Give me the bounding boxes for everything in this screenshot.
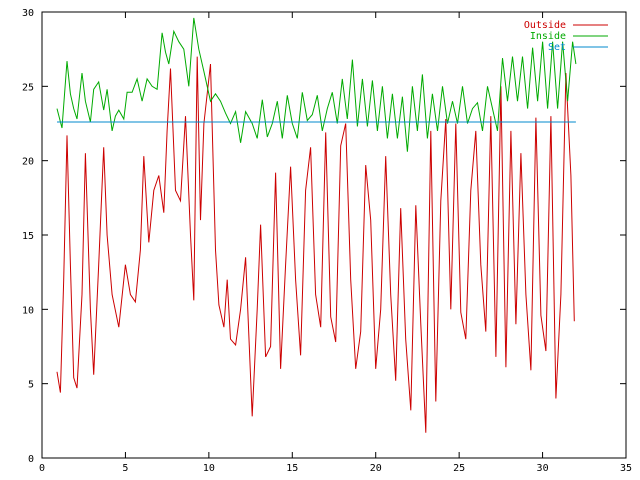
- y-tick-label: 30: [22, 8, 34, 19]
- series-line-inside: [56, 17, 577, 152]
- x-tick-label: 30: [537, 463, 549, 474]
- series-layer: [56, 17, 577, 433]
- legend-label-outside: Outside: [524, 20, 566, 31]
- x-tick-label: 35: [620, 463, 632, 474]
- x-tick-label: 0: [39, 463, 45, 474]
- y-tick-label: 15: [22, 231, 34, 242]
- y-tick-label: 0: [28, 454, 34, 465]
- x-tick-label: 25: [453, 463, 465, 474]
- y-tick-label: 20: [22, 157, 34, 168]
- legend-label-inside: Inside: [530, 31, 566, 42]
- x-tick-label: 5: [122, 463, 128, 474]
- axis-ticks: 0 5 10 15 20 25 30 35 0 5 10 15 20 25 30: [22, 8, 632, 474]
- x-tick-label: 15: [286, 463, 298, 474]
- x-tick-label: 10: [203, 463, 215, 474]
- legend-label-set: Set: [548, 42, 566, 53]
- x-tick-label: 20: [370, 463, 382, 474]
- y-tick-label: 5: [28, 380, 34, 391]
- y-tick-label: 10: [22, 305, 34, 316]
- y-tick-label: 25: [22, 82, 34, 93]
- series-line-outside: [56, 56, 575, 433]
